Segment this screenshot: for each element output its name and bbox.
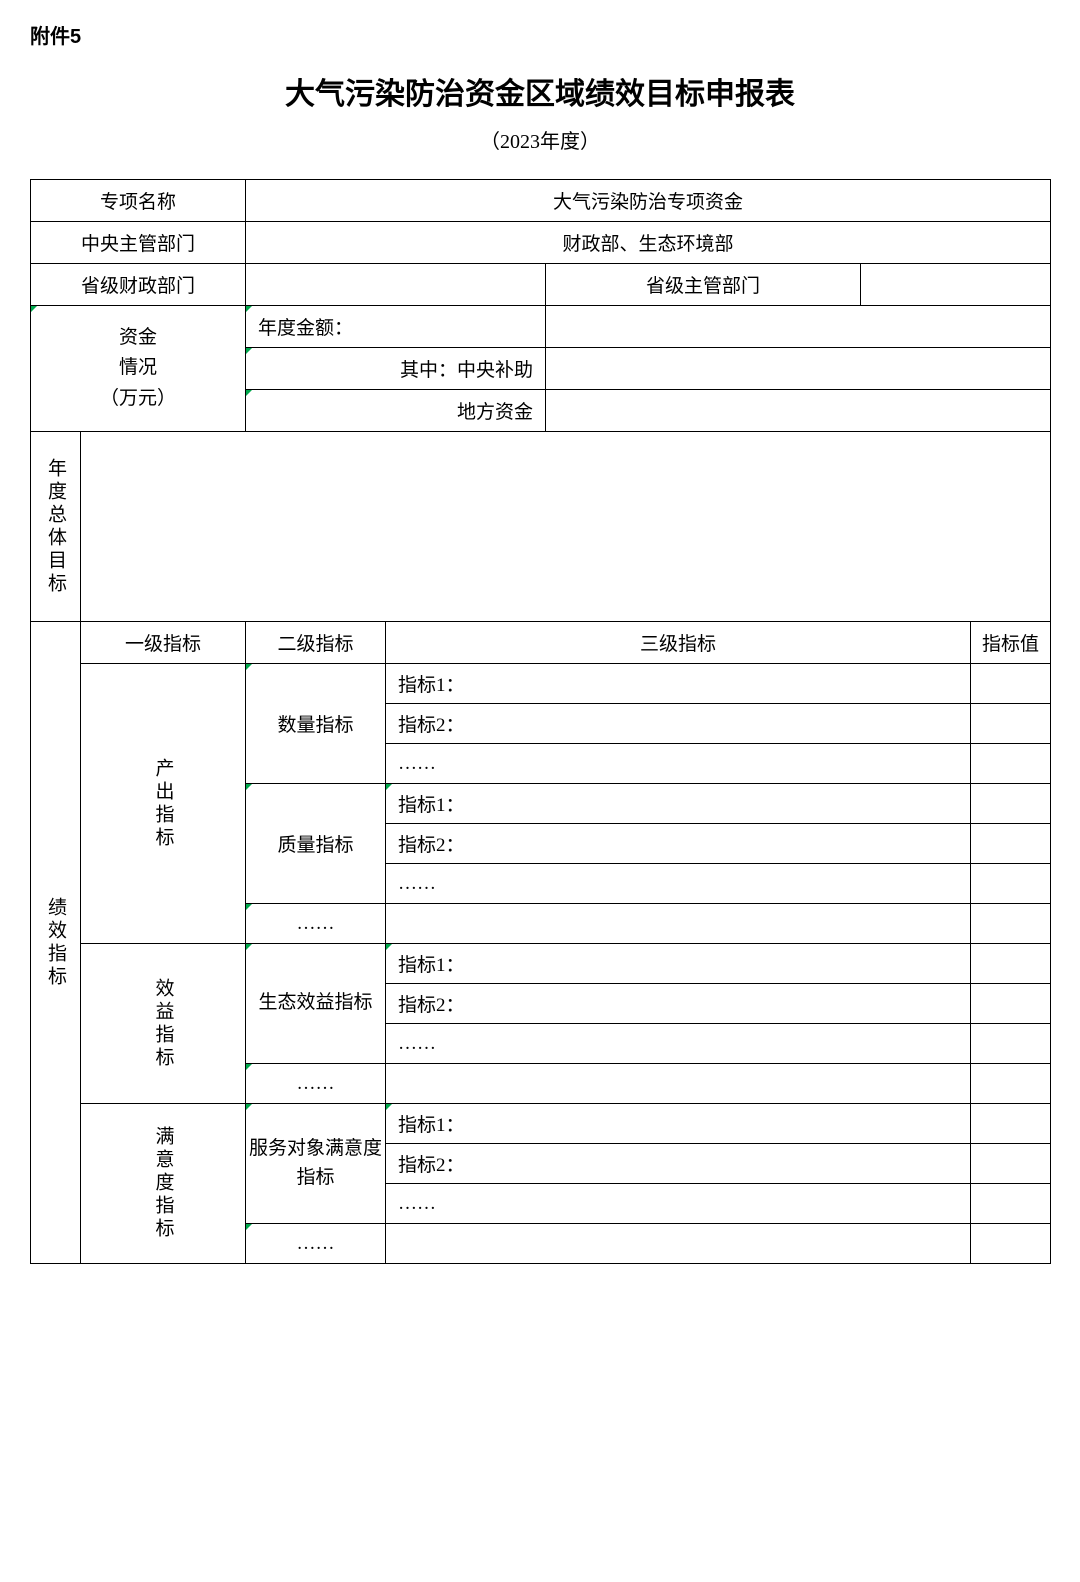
value-cell [971,704,1051,744]
project-name-value: 大气污染防治专项资金 [246,180,1051,222]
l2-quantity: 数量指标 [246,664,386,784]
l1-benefit: 效益指标 [81,944,246,1104]
l3-cell: 指标2： [386,824,971,864]
l2-eco-benefit: 生态效益指标 [246,944,386,1064]
l3-cell: 指标2： [386,984,971,1024]
central-subsidy-value [546,348,1051,390]
central-subsidy-label: 其中：中央补助 [246,348,546,390]
prov-dept-label: 省级主管部门 [546,264,861,306]
l3-header: 三级指标 [386,622,971,664]
value-cell [971,944,1051,984]
value-cell [971,824,1051,864]
l2-quality: 质量指标 [246,784,386,904]
value-cell [971,664,1051,704]
l3-cell: 指标2： [386,1144,971,1184]
value-cell [971,984,1051,1024]
l2-more: …… [246,1064,386,1104]
value-cell [971,1024,1051,1064]
prov-dept-value [861,264,1051,306]
value-cell [971,864,1051,904]
l3-cell: 指标1： [386,664,971,704]
central-dept-value: 财政部、生态环境部 [246,222,1051,264]
local-fund-label: 地方资金 [246,390,546,432]
value-cell [971,1184,1051,1224]
central-dept-label: 中央主管部门 [31,222,246,264]
value-cell [971,1104,1051,1144]
l2-more: …… [246,1224,386,1264]
prov-finance-value [246,264,546,306]
declaration-table: 专项名称 大气污染防治专项资金 中央主管部门 财政部、生态环境部 省级财政部门 … [30,179,1051,1264]
l3-cell: 指标2： [386,704,971,744]
value-cell [971,744,1051,784]
l1-output: 产出指标 [81,664,246,944]
overall-goal-value [81,432,1051,622]
prov-finance-label: 省级财政部门 [31,264,246,306]
perf-root-label: 绩效指标 [31,622,81,1264]
l3-cell: 指标1： [386,944,971,984]
l3-cell: …… [386,744,971,784]
page-subtitle: （2023年度） [30,125,1050,154]
annual-amount-value [546,306,1051,348]
l1-header: 一级指标 [81,622,246,664]
value-cell [971,904,1051,944]
overall-goal-label: 年度总体目标 [31,432,81,622]
fund-label: 资金 情况 （万元） [31,306,246,432]
l3-cell: …… [386,1024,971,1064]
l1-satisfaction: 满意度指标 [81,1104,246,1264]
l2-service-sat: 服务对象满意度指标 [246,1104,386,1224]
value-cell [971,784,1051,824]
annual-amount-label: 年度金额： [246,306,546,348]
value-cell [971,1224,1051,1264]
l3-cell: 指标1： [386,1104,971,1144]
l2-header: 二级指标 [246,622,386,664]
l3-cell [386,904,971,944]
value-cell [971,1064,1051,1104]
page-title: 大气污染防治资金区域绩效目标申报表 [30,69,1050,113]
local-fund-value [546,390,1051,432]
l3-cell [386,1224,971,1264]
l3-cell: …… [386,1184,971,1224]
l2-more: …… [246,904,386,944]
l3-cell [386,1064,971,1104]
l3-cell: …… [386,864,971,904]
project-name-label: 专项名称 [31,180,246,222]
l3-cell: 指标1： [386,784,971,824]
value-cell [971,1144,1051,1184]
attachment-label: 附件5 [30,20,1050,49]
value-header: 指标值 [971,622,1051,664]
